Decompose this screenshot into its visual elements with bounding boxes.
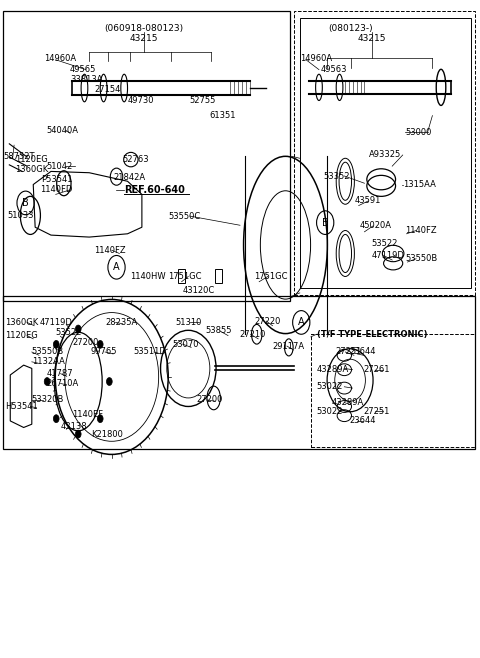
Text: 27251: 27251 [336,347,362,357]
Text: 53022: 53022 [317,382,343,392]
Text: (060918-080123): (060918-080123) [105,24,184,34]
Text: B: B [22,198,29,208]
Text: 1140EF: 1140EF [72,410,104,419]
Circle shape [53,340,59,348]
Circle shape [97,415,103,422]
Text: 1132AA: 1132AA [32,357,65,367]
Text: A: A [113,263,120,272]
Text: 27220: 27220 [254,316,281,326]
Text: 51042: 51042 [46,162,72,170]
Text: 27200: 27200 [72,338,99,347]
Text: 33813A: 33813A [70,75,103,84]
Text: 43138: 43138 [60,422,87,431]
Text: 43215: 43215 [130,34,158,43]
Text: 53000: 53000 [405,128,432,136]
Text: 61351: 61351 [209,111,235,120]
Text: 52755: 52755 [190,96,216,105]
Text: 1360GK: 1360GK [5,318,39,327]
Text: 53522: 53522 [372,239,398,248]
Circle shape [107,378,112,386]
Text: 1751GC: 1751GC [168,272,202,281]
Text: 23644: 23644 [349,417,376,426]
Text: 27200: 27200 [196,395,222,405]
Text: 53022: 53022 [317,407,343,416]
Text: 43120C: 43120C [182,286,215,295]
Text: 53550B: 53550B [405,254,437,263]
Text: 53320B: 53320B [32,395,64,405]
Text: B: B [322,218,329,228]
Text: 41787: 41787 [46,369,73,378]
Text: 53550B: 53550B [32,347,64,357]
Text: 26710A: 26710A [46,379,78,388]
Text: 47119D: 47119D [40,318,73,327]
Text: REF.60-640: REF.60-640 [124,185,185,195]
Text: 21842A: 21842A [113,174,145,182]
Circle shape [44,378,50,386]
Text: 27261: 27261 [363,365,390,374]
Text: 29117A: 29117A [273,342,305,351]
Text: 14960A: 14960A [44,54,76,63]
Text: (T/F TYPE-ELECTRONIC): (T/F TYPE-ELECTRONIC) [317,330,427,339]
Text: 1140FZ: 1140FZ [94,245,126,255]
Text: 53855: 53855 [205,326,232,336]
Text: 1751GC: 1751GC [254,272,288,281]
Text: 51310: 51310 [175,318,202,327]
Text: 45020A: 45020A [360,221,392,230]
Text: K21800: K21800 [91,430,122,439]
Text: 1120EG: 1120EG [15,155,48,164]
Text: A: A [298,317,305,328]
Text: 53550C: 53550C [168,212,201,220]
Text: A93325: A93325 [369,151,401,159]
Text: 43215: 43215 [358,34,386,43]
Text: 27251: 27251 [363,407,390,416]
Text: 53522: 53522 [56,328,82,337]
Text: 49563: 49563 [321,65,347,74]
Circle shape [75,430,81,438]
Text: 52763: 52763 [123,155,149,164]
Text: 99765: 99765 [91,347,117,357]
Text: 27154: 27154 [94,86,120,95]
Text: 27210: 27210 [239,330,265,339]
Text: 43591: 43591 [355,197,381,205]
Text: 53352: 53352 [324,172,350,180]
Text: 49565: 49565 [70,65,96,74]
Text: P53541: P53541 [41,176,73,184]
Text: 58752T: 58752T [3,153,35,161]
Circle shape [75,325,81,333]
Text: 1140FZ: 1140FZ [405,226,437,235]
Text: 53070: 53070 [172,340,199,349]
Text: 1140HW: 1140HW [130,272,166,281]
Text: 54040A: 54040A [46,126,78,134]
Text: H53541: H53541 [5,402,38,411]
Text: 43289A: 43289A [332,398,364,407]
Text: 53511D: 53511D [134,347,167,357]
Text: 47119D: 47119D [372,251,405,260]
Text: 43289A: 43289A [317,365,349,374]
Text: 49730: 49730 [128,96,154,105]
Text: (080123-): (080123-) [328,24,373,34]
Circle shape [53,415,59,422]
Text: 23644: 23644 [349,347,376,357]
Text: 1120EG: 1120EG [5,331,38,340]
Text: 1360GK: 1360GK [15,165,48,174]
Text: 51033: 51033 [8,211,35,220]
Text: 1315AA: 1315AA [403,180,436,189]
Circle shape [97,340,103,348]
Text: 14960A: 14960A [300,54,332,63]
Text: 28235A: 28235A [105,318,137,327]
Text: 1140FD: 1140FD [40,186,72,194]
